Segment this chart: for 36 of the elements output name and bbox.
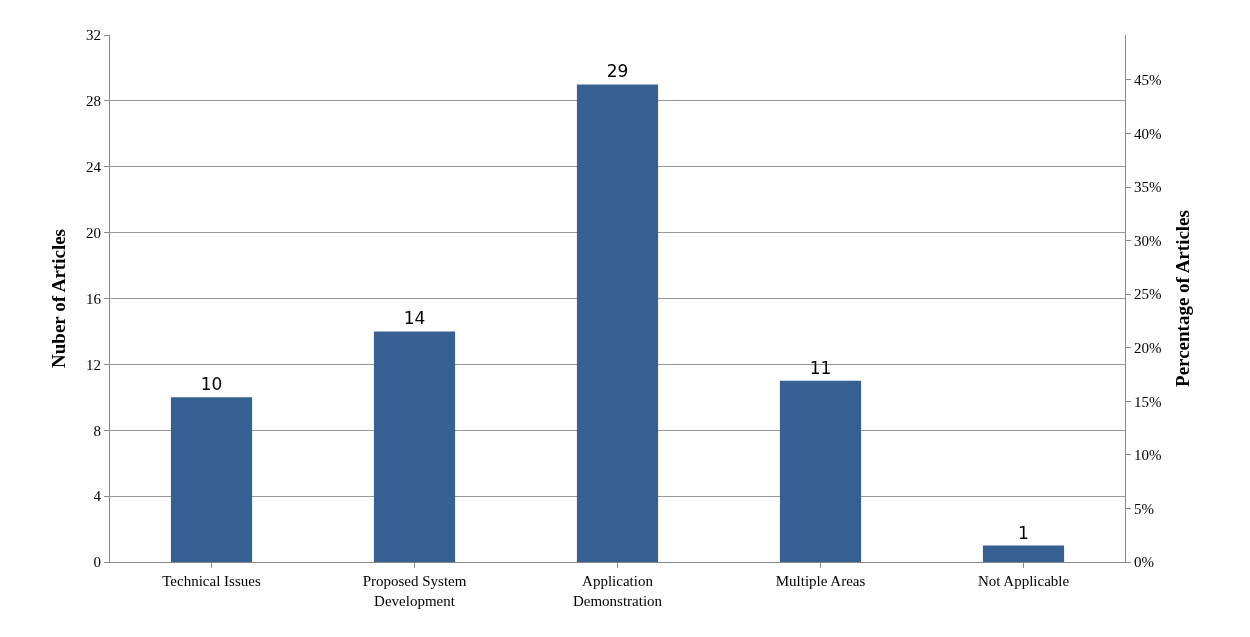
bar [373,331,456,562]
y2-tick-label: 15% [1134,393,1162,410]
x-tick-label: Proposed System Development [362,573,467,609]
y2-tick-label: 0% [1134,554,1154,571]
data-label: 10 [200,374,223,395]
y-tick-label: 24 [86,159,102,175]
y-tick-label: 4 [93,488,102,505]
data-label: 11 [809,357,832,378]
bar [982,545,1065,562]
x-tick-label: Not Applicable [977,573,1070,589]
x-tick-label: Multiple Areas [775,573,866,589]
y2-tick-label: 35% [1134,179,1162,196]
y2-tick-label: 10% [1134,447,1162,464]
y2-tick-label: 5% [1134,500,1154,517]
data-label: 14 [403,308,426,329]
y2-tick-label: 40% [1134,125,1162,142]
y-tick-label: 32 [86,27,101,44]
y2-tick-label: 25% [1134,286,1162,303]
y-tick-label: 28 [86,93,101,110]
y2-axis-title: Percentage of Articles [1172,210,1194,387]
y2-tick-label: 20% [1134,340,1162,357]
data-label: 29 [606,61,629,82]
y-tick-label: 20 [86,224,101,241]
bar [576,84,659,562]
bar [170,397,253,562]
y-axis-title: Nuber of Articles [47,229,69,368]
y-tick-label: 16 [86,290,102,307]
y-tick-label: 0 [93,554,101,571]
y2-tick-label: 45% [1134,72,1162,89]
y-tick-label: 8 [93,422,101,439]
x-tick-label: Application Demonstration [572,573,663,609]
data-label: 1 [1018,522,1029,543]
bar [779,380,862,562]
y-tick-label: 12 [86,356,101,373]
x-tick-label: Technical Issues [162,573,261,589]
y2-tick-label: 30% [1134,232,1162,249]
